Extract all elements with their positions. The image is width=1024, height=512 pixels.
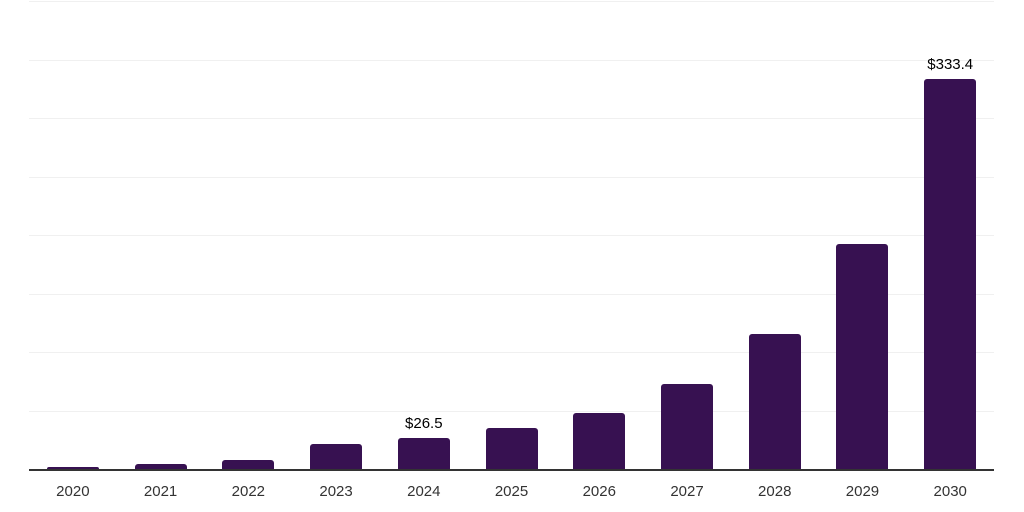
x-tick-2024: 2024 — [407, 483, 441, 500]
bar-2029 — [836, 244, 889, 469]
bar-slot-2022 — [204, 1, 292, 469]
bar-2023 — [310, 443, 363, 469]
gridline — [29, 410, 994, 412]
bars-row: $26.5 $333.4 — [29, 1, 994, 469]
bar-2021 — [134, 463, 187, 469]
bar-2027 — [661, 384, 713, 469]
bar-2022 — [222, 460, 275, 469]
bar-slot-2024: $26.5 — [380, 1, 468, 469]
bar-slot-2028 — [731, 1, 819, 469]
x-tick-2026: 2026 — [582, 483, 616, 500]
x-tick-2022: 2022 — [231, 483, 266, 500]
bar-2024 — [397, 438, 450, 469]
x-tick-2030: 2030 — [933, 483, 967, 500]
bar-2028 — [748, 333, 801, 469]
bar-slot-2029 — [819, 1, 907, 469]
plot-area: $26.5 $333.4 — [29, 1, 994, 471]
bar-slot-2027 — [643, 1, 731, 469]
x-tick-2025: 2025 — [494, 483, 529, 500]
bar-slot-2020 — [29, 1, 117, 469]
bar-value-label-2024: $26.5 — [405, 415, 443, 432]
gridline — [29, 235, 994, 236]
gridline — [29, 176, 994, 178]
bar-slot-2025 — [468, 1, 556, 469]
x-tick-2021: 2021 — [143, 483, 178, 500]
gridline — [29, 59, 994, 61]
bar-slot-2023 — [292, 1, 380, 469]
x-tick-2020: 2020 — [56, 483, 90, 500]
bar-2020 — [46, 466, 99, 469]
bar-slot-2026 — [555, 1, 643, 469]
x-tick-2029: 2029 — [845, 483, 880, 500]
gridline — [29, 1, 994, 2]
x-tick-2027: 2027 — [670, 483, 704, 500]
bar-value-label-2030: $333.4 — [927, 55, 974, 73]
x-axis-labels: 2020 2021 2022 2023 2024 2025 2026 2027 2028 2029… — [29, 483, 994, 501]
gridline — [29, 118, 994, 119]
x-tick-2023: 2023 — [319, 483, 353, 500]
gridline — [29, 352, 994, 353]
bar-slot-2030: $333.4 — [906, 1, 994, 469]
bar-2025 — [485, 427, 538, 469]
gridline — [29, 293, 994, 295]
bar-2030 — [924, 78, 977, 469]
bar-2026 — [573, 412, 626, 469]
bar-slot-2021 — [117, 1, 205, 469]
x-axis-line — [29, 469, 994, 471]
x-tick-2028: 2028 — [758, 483, 792, 500]
